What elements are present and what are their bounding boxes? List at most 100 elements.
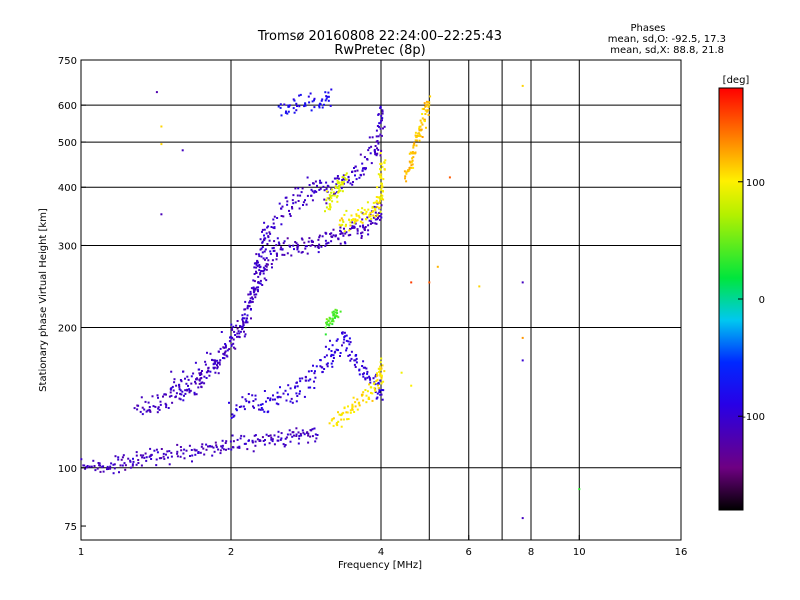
echo-point <box>279 386 281 389</box>
echo-point <box>379 168 382 170</box>
echo-point <box>368 219 371 222</box>
echo-point <box>271 398 274 401</box>
echo-point <box>220 445 223 448</box>
echo-point <box>341 232 344 235</box>
echo-point <box>359 153 362 156</box>
echo-point <box>306 252 309 255</box>
echo-point <box>171 401 174 404</box>
echo-point <box>301 251 304 253</box>
echo-point <box>265 257 268 260</box>
echo-point <box>290 397 293 400</box>
echo-point <box>314 433 317 436</box>
echo-point <box>319 181 322 184</box>
echo-point <box>370 386 373 389</box>
echo-point <box>241 314 244 317</box>
echo-point <box>137 462 140 464</box>
echo-point <box>246 317 248 320</box>
echo-point <box>93 465 96 467</box>
echo-point <box>214 371 217 374</box>
echo-point <box>339 310 342 313</box>
echo-point <box>94 469 97 472</box>
echo-point <box>256 288 259 291</box>
echo-point <box>378 389 381 392</box>
echo-point <box>198 368 201 371</box>
echo-point <box>361 169 364 172</box>
echo-point <box>224 346 227 349</box>
echo-point <box>368 215 371 218</box>
echo-point <box>183 394 185 397</box>
echo-point <box>355 178 358 181</box>
echo-point <box>289 387 292 390</box>
y-tick-label: 600 <box>58 101 77 112</box>
echo-point <box>211 359 213 361</box>
echo-point <box>263 390 266 392</box>
echo-point <box>295 109 298 112</box>
echo-point <box>329 322 332 325</box>
echo-point <box>375 135 378 138</box>
echo-point <box>373 207 376 210</box>
echo-point <box>165 453 167 456</box>
echo-point <box>315 437 318 440</box>
echo-point <box>363 372 365 375</box>
echo-point <box>364 378 367 381</box>
echo-point <box>363 167 366 170</box>
y-tick-label: 200 <box>58 324 77 335</box>
echo-point <box>348 229 351 232</box>
echo-point <box>334 192 337 195</box>
echo-point <box>248 305 251 308</box>
echo-point <box>313 380 315 383</box>
echo-point <box>342 341 345 344</box>
echo-point <box>381 119 383 122</box>
echo-point <box>379 393 382 396</box>
echo-point <box>278 243 281 245</box>
echo-point <box>312 240 314 243</box>
echo-point <box>244 321 247 324</box>
echo-point <box>102 465 105 468</box>
echo-point <box>184 377 186 380</box>
echo-point <box>271 438 274 441</box>
echo-point <box>235 324 238 327</box>
echo-point <box>305 245 308 248</box>
echo-point <box>246 321 249 324</box>
echo-point <box>326 362 329 365</box>
echo-point <box>291 401 294 404</box>
echo-point <box>160 213 163 216</box>
echo-point <box>160 125 163 128</box>
echo-point <box>379 372 382 375</box>
echo-point <box>336 187 339 189</box>
echo-point <box>209 445 211 448</box>
echo-point <box>328 324 331 327</box>
echo-point <box>313 427 316 430</box>
echo-point <box>272 246 275 249</box>
echo-point <box>321 371 324 374</box>
echo-point <box>333 193 335 195</box>
echo-point <box>351 183 354 186</box>
echo-point <box>289 245 292 248</box>
echo-point <box>225 354 228 357</box>
echo-point <box>379 133 382 136</box>
echo-point <box>261 251 264 254</box>
echo-point <box>168 450 171 453</box>
echo-point <box>158 457 161 460</box>
phases-line-x: mean, sd,X: 88.8, 21.8 <box>610 45 724 56</box>
phases-heading: Phases <box>630 23 665 34</box>
echo-point <box>331 360 334 363</box>
echo-point <box>283 445 286 448</box>
echo-point <box>349 341 352 344</box>
echo-point <box>334 177 337 180</box>
echo-point <box>354 170 357 173</box>
echo-point <box>119 464 122 467</box>
echo-point <box>325 202 328 205</box>
echo-point <box>264 248 267 251</box>
echo-point <box>358 216 361 219</box>
echo-point <box>257 275 260 278</box>
echo-point <box>162 452 165 455</box>
echo-point <box>267 225 270 228</box>
echo-point <box>254 296 257 299</box>
echo-point <box>376 396 379 399</box>
echo-point <box>380 149 383 152</box>
echo-point <box>201 370 203 372</box>
echo-point <box>276 237 279 240</box>
echo-point <box>314 190 317 193</box>
echo-point <box>370 145 373 148</box>
